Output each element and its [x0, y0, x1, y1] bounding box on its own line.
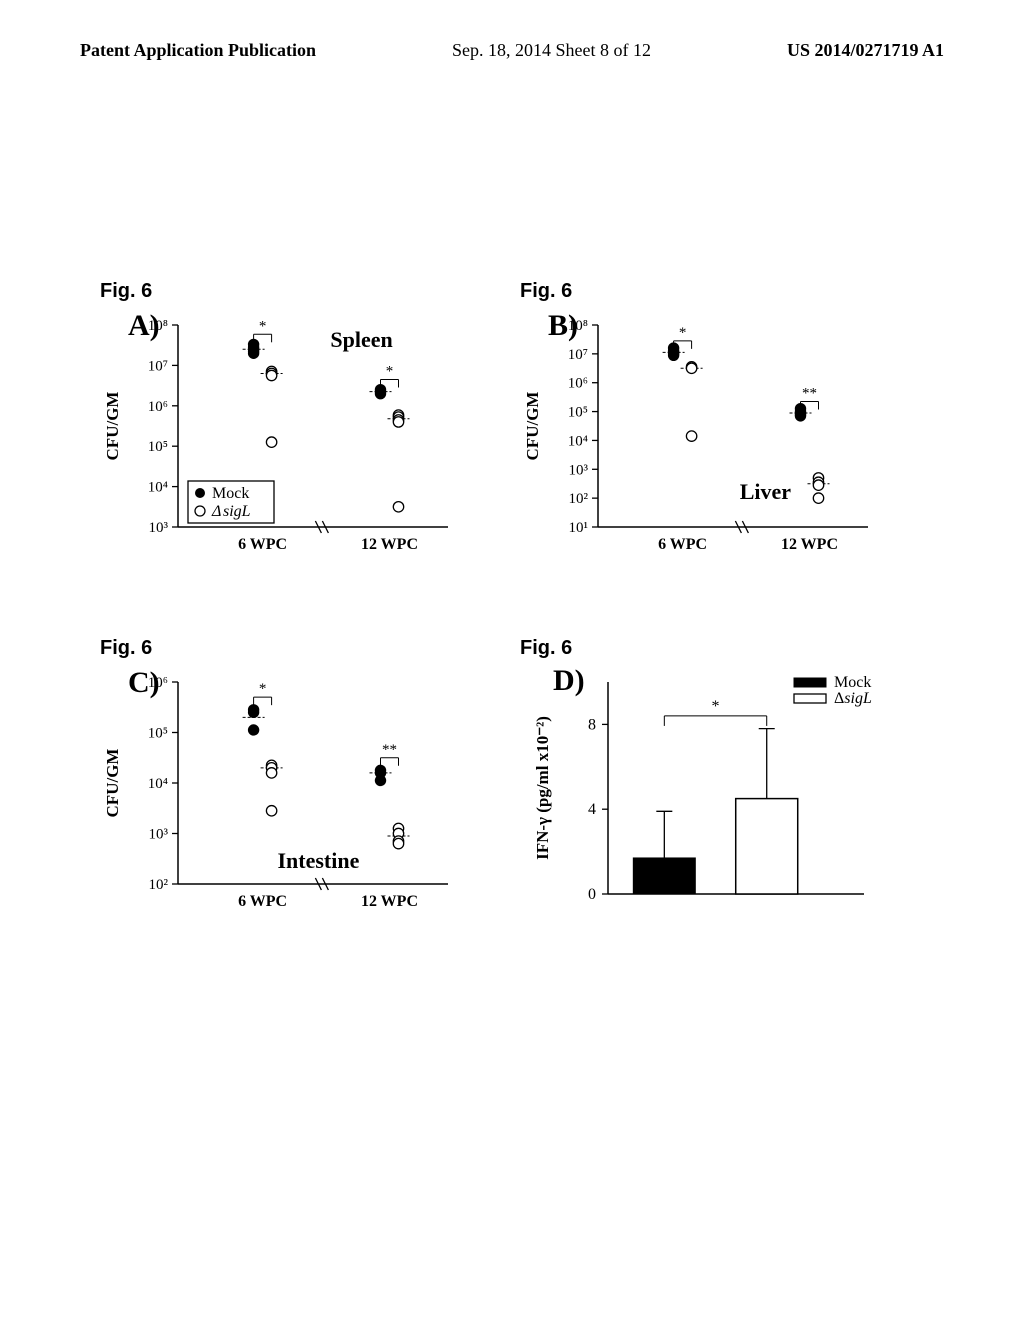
svg-text:**: **	[802, 385, 817, 401]
chart-A: A)10³10⁴10⁵10⁶10⁷10⁸CFU/GM6 WPC12 WPC**S…	[100, 307, 460, 567]
svg-text:**: **	[382, 742, 397, 758]
figure-area: Fig. 6 A)10³10⁴10⁵10⁶10⁷10⁸CFU/GM6 WPC12…	[100, 280, 920, 984]
panel-C: Fig. 6 C)10²10³10⁴10⁵10⁶CFU/GM6 WPC12 WP…	[100, 637, 460, 924]
svg-text:12 WPC: 12 WPC	[781, 536, 838, 553]
fig-label-C: Fig. 6	[100, 637, 460, 660]
svg-text:0: 0	[588, 886, 596, 903]
panel-A: Fig. 6 A)10³10⁴10⁵10⁶10⁷10⁸CFU/GM6 WPC12…	[100, 280, 460, 567]
svg-text:6 WPC: 6 WPC	[238, 536, 287, 553]
panel-D: Fig. 6 D) MockΔsigL 0 4 8 IFN-γ (pg/ml x10⁻²)…	[520, 637, 880, 924]
chart-D: D) MockΔsigL 0 4 8 IFN-γ (pg/ml x10⁻²) *	[520, 664, 880, 924]
svg-text:4: 4	[588, 801, 596, 818]
svg-text:10⁵: 10⁵	[148, 726, 168, 742]
svg-text:10³: 10³	[149, 827, 169, 843]
svg-text:CFU/GM: CFU/GM	[103, 392, 122, 461]
svg-text:*: *	[259, 681, 267, 697]
header-center: Sep. 18, 2014 Sheet 8 of 12	[452, 40, 651, 61]
svg-text:CFU/GM: CFU/GM	[103, 749, 122, 818]
svg-text:ΔsigL: ΔsigL	[834, 690, 872, 707]
svg-text:6 WPC: 6 WPC	[658, 536, 707, 553]
svg-text:*: *	[259, 318, 267, 334]
svg-text:D): D)	[553, 664, 585, 697]
svg-text:10⁶: 10⁶	[148, 675, 168, 691]
chart-B: B)10¹10²10³10⁴10⁵10⁶10⁷10⁸CFU/GM6 WPC12 …	[520, 307, 880, 567]
fig-label-B: Fig. 6	[520, 280, 880, 303]
svg-text:Mock: Mock	[212, 485, 249, 502]
chart-C: C)10²10³10⁴10⁵10⁶CFU/GM6 WPC12 WPC***Int…	[100, 664, 460, 924]
svg-text:8: 8	[588, 716, 596, 733]
svg-text:10⁷: 10⁷	[148, 358, 168, 374]
svg-text:10⁶: 10⁶	[568, 376, 588, 392]
svg-text:10⁴: 10⁴	[568, 433, 588, 449]
svg-text:sigL: sigL	[223, 503, 251, 520]
row-1: Fig. 6 A)10³10⁴10⁵10⁶10⁷10⁸CFU/GM6 WPC12…	[100, 280, 920, 567]
svg-text:12 WPC: 12 WPC	[361, 893, 418, 910]
page-header: Patent Application Publication Sep. 18, …	[0, 0, 1024, 61]
svg-text:10²: 10²	[149, 877, 169, 893]
svg-text:10³: 10³	[569, 462, 589, 478]
svg-text:6 WPC: 6 WPC	[238, 893, 287, 910]
row-2: Fig. 6 C)10²10³10⁴10⁵10⁶CFU/GM6 WPC12 WP…	[100, 637, 920, 924]
fig-label-D: Fig. 6	[520, 637, 880, 660]
svg-text:10⁸: 10⁸	[568, 318, 588, 334]
svg-text:10³: 10³	[149, 520, 169, 536]
svg-text:10⁴: 10⁴	[148, 480, 168, 496]
svg-text:IFN-γ (pg/ml x10⁻²): IFN-γ (pg/ml x10⁻²)	[533, 716, 552, 860]
svg-text:Mock: Mock	[834, 674, 871, 691]
svg-text:Δ: Δ	[211, 503, 221, 520]
svg-text:10⁵: 10⁵	[148, 439, 168, 455]
svg-text:Intestine: Intestine	[277, 848, 359, 873]
svg-text:12 WPC: 12 WPC	[361, 536, 418, 553]
svg-text:Spleen: Spleen	[330, 327, 392, 352]
svg-text:CFU/GM: CFU/GM	[523, 392, 542, 461]
svg-text:Liver: Liver	[740, 479, 792, 504]
svg-text:10⁴: 10⁴	[148, 776, 168, 792]
svg-text:*: *	[712, 698, 720, 715]
panel-B: Fig. 6 B)10¹10²10³10⁴10⁵10⁶10⁷10⁸CFU/GM6…	[520, 280, 880, 567]
svg-text:10⁸: 10⁸	[148, 318, 168, 334]
svg-text:*: *	[386, 364, 394, 380]
svg-text:*: *	[679, 325, 687, 341]
svg-text:10²: 10²	[569, 491, 589, 507]
svg-text:10⁶: 10⁶	[148, 399, 168, 415]
header-left: Patent Application Publication	[80, 40, 316, 61]
svg-text:10⁵: 10⁵	[568, 405, 588, 421]
svg-text:10¹: 10¹	[569, 520, 589, 536]
fig-label-A: Fig. 6	[100, 280, 460, 303]
svg-text:10⁷: 10⁷	[568, 347, 588, 363]
header-right: US 2014/0271719 A1	[787, 40, 944, 61]
